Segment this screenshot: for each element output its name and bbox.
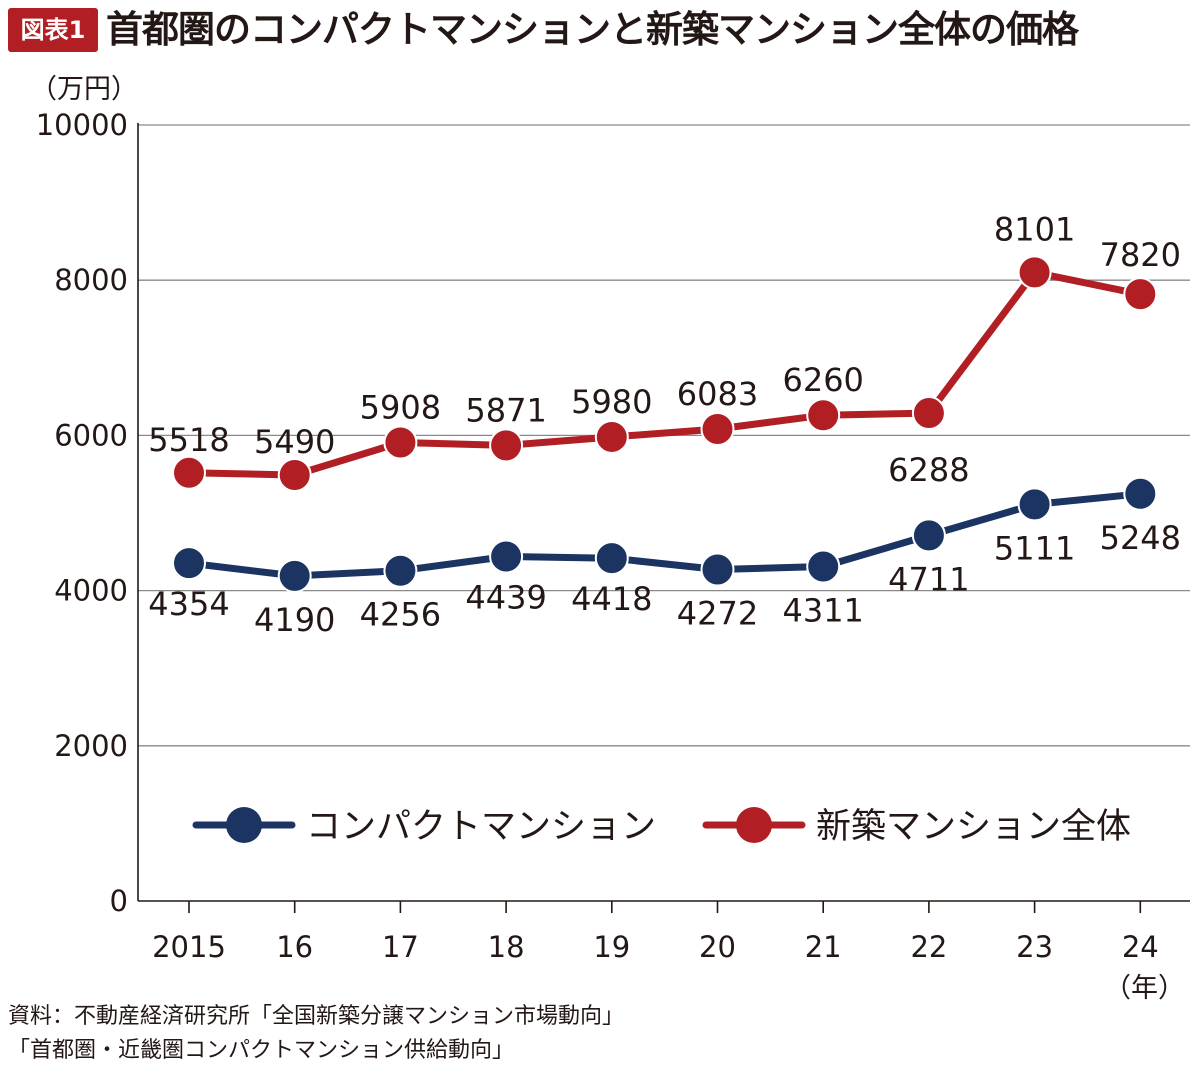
- data-point-s0-24: [1123, 476, 1158, 511]
- data-point-s0-19: [594, 541, 629, 576]
- x-tick-label-17: 17: [382, 930, 419, 964]
- legend: コンパクトマンション 新築マンション全体: [192, 807, 1131, 847]
- data-point-s1-2015: [172, 455, 206, 490]
- data-point-s0-2015: [172, 546, 206, 581]
- data-label-s1-18: 5871: [465, 391, 546, 429]
- data-point-s1-24: [1123, 277, 1158, 312]
- y-tick-label-0: 0: [110, 884, 128, 918]
- data-label-s0-22: 4711: [888, 560, 969, 598]
- series-line-0: [185, 490, 1144, 580]
- data-point-s0-20: [700, 552, 735, 587]
- grid-lines: [138, 124, 1190, 747]
- data-label-s1-16: 5490: [254, 423, 335, 461]
- data-point-s0-17: [383, 553, 418, 588]
- data-label-s1-19: 5980: [571, 383, 652, 421]
- source-note-line1: 資料：不動産経済研究所「全国新築分譲マンション市場動向」: [8, 1004, 625, 1029]
- data-label-s1-20: 6083: [677, 375, 758, 413]
- data-point-s1-22: [911, 396, 946, 431]
- data-label-s0-19: 4418: [571, 580, 652, 618]
- data-point-s1-19: [594, 419, 629, 454]
- x-tick-label-16: 16: [276, 930, 313, 964]
- data-label-s1-17: 5908: [360, 389, 441, 427]
- y-tick-label-6000: 6000: [54, 418, 128, 452]
- x-tick-label-22: 22: [910, 930, 947, 964]
- data-point-s1-16: [277, 457, 312, 492]
- data-label-s1-24: 7820: [1100, 236, 1181, 274]
- data-label-s0-16: 4190: [254, 601, 335, 639]
- legend-swatch-marker-1: [736, 807, 772, 843]
- data-point-s0-16: [277, 558, 312, 593]
- data-label-s0-17: 4256: [360, 596, 441, 634]
- legend-swatch-marker-0: [226, 807, 262, 843]
- data-label-s0-18: 4439: [465, 579, 546, 617]
- y-tick-label-4000: 4000: [54, 574, 128, 608]
- legend-label-1: 新築マンション全体: [816, 807, 1131, 847]
- data-label-s0-24: 5248: [1100, 519, 1181, 557]
- x-tick-label-2015: 2015: [152, 930, 226, 964]
- data-label-s0-21: 4311: [782, 591, 863, 629]
- y-tick-label-2000: 2000: [54, 729, 128, 763]
- data-point-s1-21: [806, 398, 841, 433]
- x-tick-label-23: 23: [1016, 930, 1053, 964]
- data-label-s1-22: 6288: [888, 451, 969, 489]
- chart-title: 首都圏のコンパクトマンションと新築マンション全体の価格: [106, 8, 1079, 51]
- data-label-s1-2015: 5518: [148, 421, 229, 459]
- x-tick-label-20: 20: [699, 930, 736, 964]
- series-line-1: [185, 268, 1144, 479]
- data-point-s1-23: [1017, 255, 1052, 290]
- data-point-s0-23: [1017, 487, 1052, 522]
- data-label-s1-21: 6260: [782, 361, 863, 399]
- data-label-s1-23: 8101: [994, 210, 1075, 248]
- data-point-s0-22: [911, 518, 946, 553]
- source-note-line2: 「首都圏・近畿圏コンパクトマンション供給動向」: [8, 1038, 515, 1063]
- y-axis-unit-label: （万円）: [30, 74, 138, 105]
- x-tick-label-18: 18: [488, 930, 525, 964]
- data-point-s1-18: [489, 428, 524, 463]
- data-label-s0-2015: 4354: [148, 585, 229, 623]
- data-labels: 4354 4190 4256 4439 4418 4272 4311 4711 5111 5248…: [148, 210, 1181, 638]
- data-label-s0-23: 5111: [994, 529, 1075, 567]
- x-tick-label-19: 19: [593, 930, 630, 964]
- series: [172, 255, 1158, 593]
- y-tick-label-10000: 10000: [36, 108, 128, 142]
- data-point-s1-20: [700, 411, 735, 446]
- data-point-s0-18: [489, 539, 524, 574]
- x-tick-label-21: 21: [805, 930, 842, 964]
- x-axis-unit-label: （年）: [1104, 973, 1185, 1004]
- y-tick-label-8000: 8000: [54, 263, 128, 297]
- axes: 0 2000 4000 6000 8000 10000（万円） （年） 2015 16 17 18 1…: [30, 74, 1190, 1004]
- figure-badge: 図表1: [8, 8, 98, 52]
- legend-label-0: コンパクトマンション: [306, 807, 656, 847]
- x-tick-label-24: 24: [1122, 930, 1159, 964]
- data-label-s0-20: 4272: [677, 594, 758, 632]
- data-point-s0-21: [806, 549, 841, 584]
- data-point-s1-17: [383, 425, 418, 460]
